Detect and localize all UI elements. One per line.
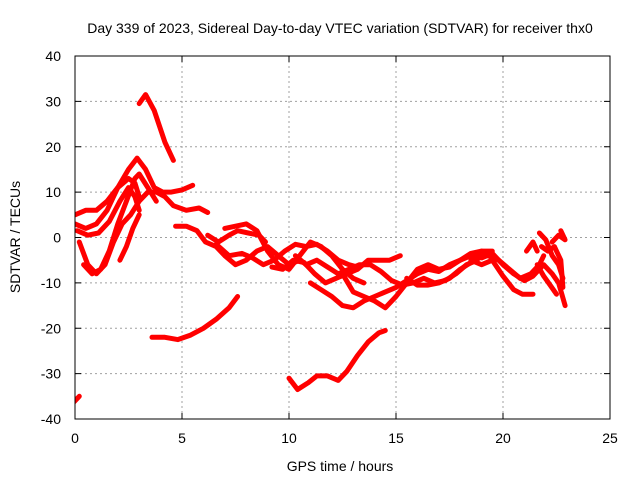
series-line-arc-25 [534,262,559,297]
series-line-arc-1 [75,393,82,405]
series-line-arc-8 [117,212,142,263]
axis-ticks [74,55,611,420]
series-line-arc-6 [75,176,142,218]
y-tick-label: 10 [45,184,61,200]
y-tick-label: -30 [41,366,61,382]
series-line-arc-22 [489,250,568,309]
x-tick-label: 10 [281,430,297,446]
x-tick-label: 0 [71,430,79,446]
y-axis-label: SDTVAR / TECUs [7,181,23,293]
y-tick-label: -20 [41,320,61,336]
series-line-arc-14 [269,253,403,286]
y-tick-label: 20 [45,139,61,155]
series-line-arc-27 [549,228,568,245]
tick-labels: 0 5 10 15 20 25 -40 -30 -20 -10 0 10 20 30 40 [41,48,618,446]
y-tick-label: -10 [41,275,61,291]
chart-title: Day 339 of 2023, Sidereal Day-to-day VTE… [87,20,593,36]
series-line-arc-3 [75,155,196,231]
data-series [75,92,568,405]
series-line-arc-23 [524,239,540,254]
series-line-arc-2 [136,92,176,163]
series-line-arc-7 [75,185,142,238]
series-line-arc-20 [468,257,536,297]
x-tick-label: 5 [178,430,186,446]
x-axis-label: GPS time / hours [287,458,394,474]
x-tick-label: 25 [602,430,618,446]
series-line-arc-15 [286,328,388,392]
series-line-arc-26 [539,244,566,290]
series-line-arc-9 [149,294,241,343]
y-tick-label: 30 [45,93,61,109]
series-line-arc-5 [81,171,159,277]
series-line-arc-18 [340,250,495,311]
grid-lines [75,56,610,419]
y-tick-label: -40 [41,411,61,427]
x-tick-label: 15 [388,430,404,446]
y-tick-label: 0 [53,230,61,246]
y-tick-label: 40 [45,48,61,64]
x-tick-label: 20 [495,430,511,446]
